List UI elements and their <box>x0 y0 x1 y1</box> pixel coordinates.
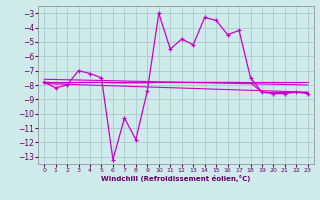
X-axis label: Windchill (Refroidissement éolien,°C): Windchill (Refroidissement éolien,°C) <box>101 175 251 182</box>
